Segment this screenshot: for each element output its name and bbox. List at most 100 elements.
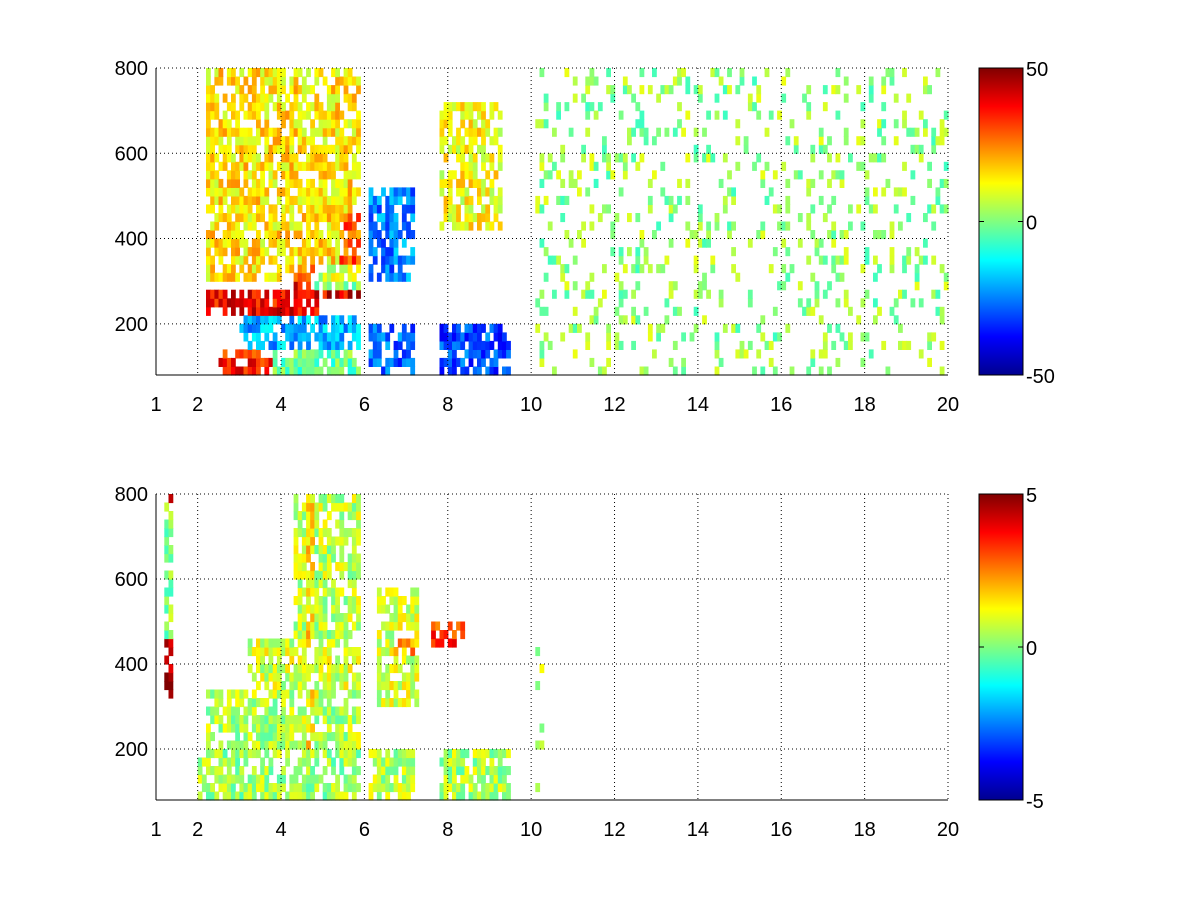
heatmap-cell [331, 264, 336, 274]
heatmap-cell [935, 306, 941, 316]
heatmap-cell [472, 332, 478, 342]
heatmap-cell [301, 732, 307, 742]
heatmap-cell [389, 323, 395, 333]
heatmap-cell [777, 281, 782, 291]
heatmap-cell [218, 715, 224, 725]
heatmap-cell [797, 213, 803, 223]
heatmap-cell [464, 349, 470, 359]
heatmap-cell [276, 681, 282, 691]
heatmap-cell [326, 723, 332, 733]
heatmap-cell [314, 664, 320, 674]
heatmap-cell [293, 178, 299, 188]
heatmap-cell [222, 783, 228, 793]
heatmap-cell [268, 127, 274, 137]
heatmap-cell [343, 502, 349, 512]
heatmap-cell [343, 323, 349, 333]
heatmap-cell [226, 119, 232, 129]
heatmap-cell [285, 723, 290, 733]
heatmap-cell [314, 187, 320, 197]
heatmap-cell [281, 247, 286, 257]
heatmap-cell [385, 783, 391, 793]
heatmap-cell [401, 204, 407, 214]
heatmap-cell [552, 255, 557, 265]
heatmap-cell [477, 349, 482, 359]
heatmap-cell [222, 306, 228, 316]
heatmap-cell [385, 255, 391, 265]
heatmap-cell [326, 791, 332, 801]
heatmap-cell [489, 110, 495, 120]
heatmap-cell [326, 528, 332, 538]
heatmap-cell [560, 332, 566, 342]
heatmap-cell [485, 340, 491, 350]
heatmap-cell [543, 195, 549, 205]
heatmap-cell [289, 306, 295, 316]
heatmap-cell [301, 536, 307, 546]
heatmap-cell [297, 127, 303, 137]
heatmap-cell [301, 76, 307, 86]
heatmap-cell [902, 255, 907, 265]
heatmap-cell [343, 774, 349, 784]
heatmap-cell [385, 272, 391, 282]
heatmap-cell [385, 689, 391, 699]
heatmap-cell [214, 238, 220, 248]
heatmap-cell [297, 221, 303, 231]
heatmap-cell [368, 323, 374, 333]
heatmap-cell [668, 195, 674, 205]
heatmap-cell [889, 68, 895, 78]
heatmap-cell [718, 357, 724, 367]
heatmap-cell [714, 110, 720, 120]
heatmap-cell [406, 698, 411, 708]
heatmap-cell [652, 230, 657, 240]
heatmap-cell [281, 698, 286, 708]
heatmap-cell [314, 604, 320, 614]
heatmap-cell [468, 195, 474, 205]
heatmap-cell [306, 604, 311, 614]
heatmap-cell [285, 357, 290, 367]
heatmap-cell [356, 230, 361, 240]
heatmap-cell [264, 272, 270, 282]
heatmap-cell [318, 247, 324, 257]
heatmap-cell [793, 136, 799, 146]
heatmap-cell [343, 161, 349, 171]
heatmap-cell [335, 230, 340, 240]
heatmap-cell [414, 630, 420, 640]
heatmap-cell [347, 664, 353, 674]
heatmap-cell [214, 272, 220, 282]
heatmap-cell [331, 204, 336, 214]
heatmap-cell [310, 706, 315, 716]
heatmap-cell [356, 119, 361, 129]
heatmap-cell [260, 740, 265, 750]
heatmap-cell [460, 110, 466, 120]
heatmap-cell [285, 195, 290, 205]
heatmap-cell [335, 715, 340, 725]
heatmap-cell [447, 213, 453, 223]
heatmap-cell [301, 127, 307, 137]
heatmap-cell [322, 272, 328, 282]
heatmap-cell [722, 195, 728, 205]
heatmap-cell [456, 153, 461, 163]
heatmap-cell [939, 136, 945, 146]
heatmap-cell [752, 76, 757, 86]
heatmap-cell [493, 357, 499, 367]
heatmap-cell [443, 119, 449, 129]
heatmap-cell [260, 102, 265, 112]
heatmap-cell [331, 187, 336, 197]
heatmap-cell [393, 698, 399, 708]
heatmap-cell [539, 68, 545, 78]
heatmap-cell [301, 715, 307, 725]
heatmap-cell [939, 119, 945, 129]
heatmap-cell [251, 264, 257, 274]
heatmap-cell [339, 621, 345, 631]
heatmap-cell [731, 247, 736, 257]
heatmap-cell [285, 791, 290, 801]
heatmap-cell [293, 528, 299, 538]
heatmap-cell [339, 757, 345, 767]
heatmap-cell [452, 136, 457, 146]
heatmap-cell [297, 264, 303, 274]
heatmap-cell [489, 136, 495, 146]
heatmap-cell [439, 638, 445, 648]
heatmap-cell [718, 76, 724, 86]
heatmap-cell [668, 85, 674, 95]
heatmap-cell [293, 119, 299, 129]
heatmap-cell [243, 127, 249, 137]
